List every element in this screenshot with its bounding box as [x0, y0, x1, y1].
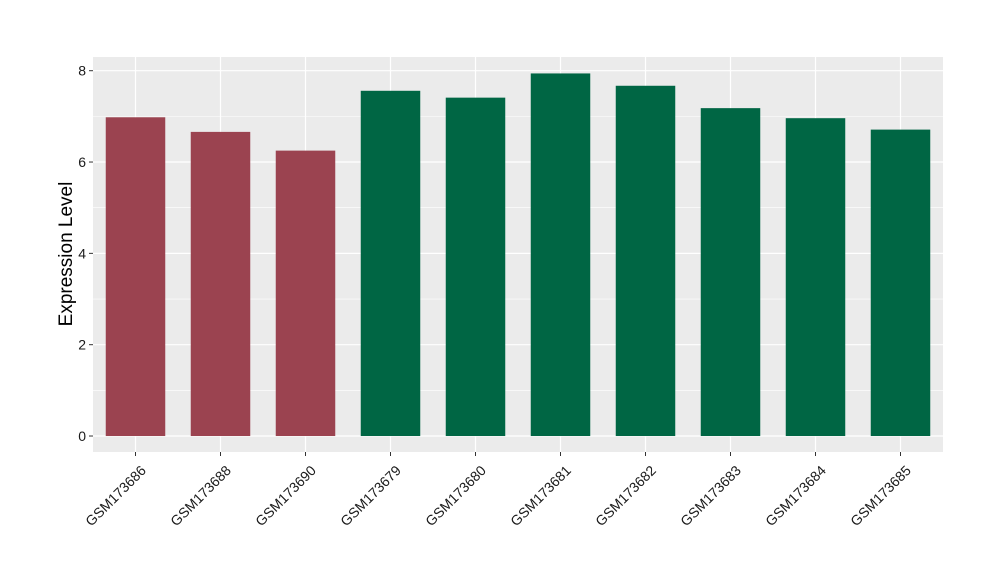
bar-GSM173682	[615, 85, 676, 437]
bar-GSM173686	[105, 117, 166, 437]
y-axis: 0 2 4 6 8	[78, 63, 93, 444]
bar-GSM173681	[530, 73, 591, 437]
x-tick-label: GSM173688	[167, 462, 234, 529]
y-axis-title: Expression Level	[56, 182, 77, 327]
bars-group	[105, 73, 931, 437]
bar-GSM173688	[190, 131, 251, 437]
x-tick-label: GSM173682	[592, 462, 659, 529]
y-tick-label: 0	[78, 428, 86, 444]
bar-GSM173683	[700, 108, 761, 437]
bar-GSM173679	[360, 90, 421, 437]
x-tick-label: GSM173685	[847, 462, 914, 529]
bar-GSM173685	[870, 129, 931, 437]
bar-GSM173684	[785, 118, 846, 437]
y-tick-label: 4	[78, 245, 86, 261]
y-tick-label: 6	[78, 154, 86, 170]
bar-GSM173680	[445, 97, 506, 437]
x-tick-label: GSM173680	[422, 462, 489, 529]
x-tick-label: GSM173681	[507, 462, 574, 529]
x-tick-label: GSM173690	[252, 462, 319, 529]
x-tick-label: GSM173683	[677, 462, 744, 529]
y-tick-label: 8	[78, 63, 86, 79]
x-tick-label: GSM173679	[337, 462, 404, 529]
x-axis: GSM173686 GSM173688 GSM173690 GSM173679 GSM1…	[82, 452, 914, 529]
bar-GSM173690	[275, 150, 336, 437]
x-tick-label: GSM173684	[762, 462, 829, 529]
x-tick-label: GSM173686	[82, 462, 149, 529]
y-tick-label: 2	[78, 337, 86, 353]
